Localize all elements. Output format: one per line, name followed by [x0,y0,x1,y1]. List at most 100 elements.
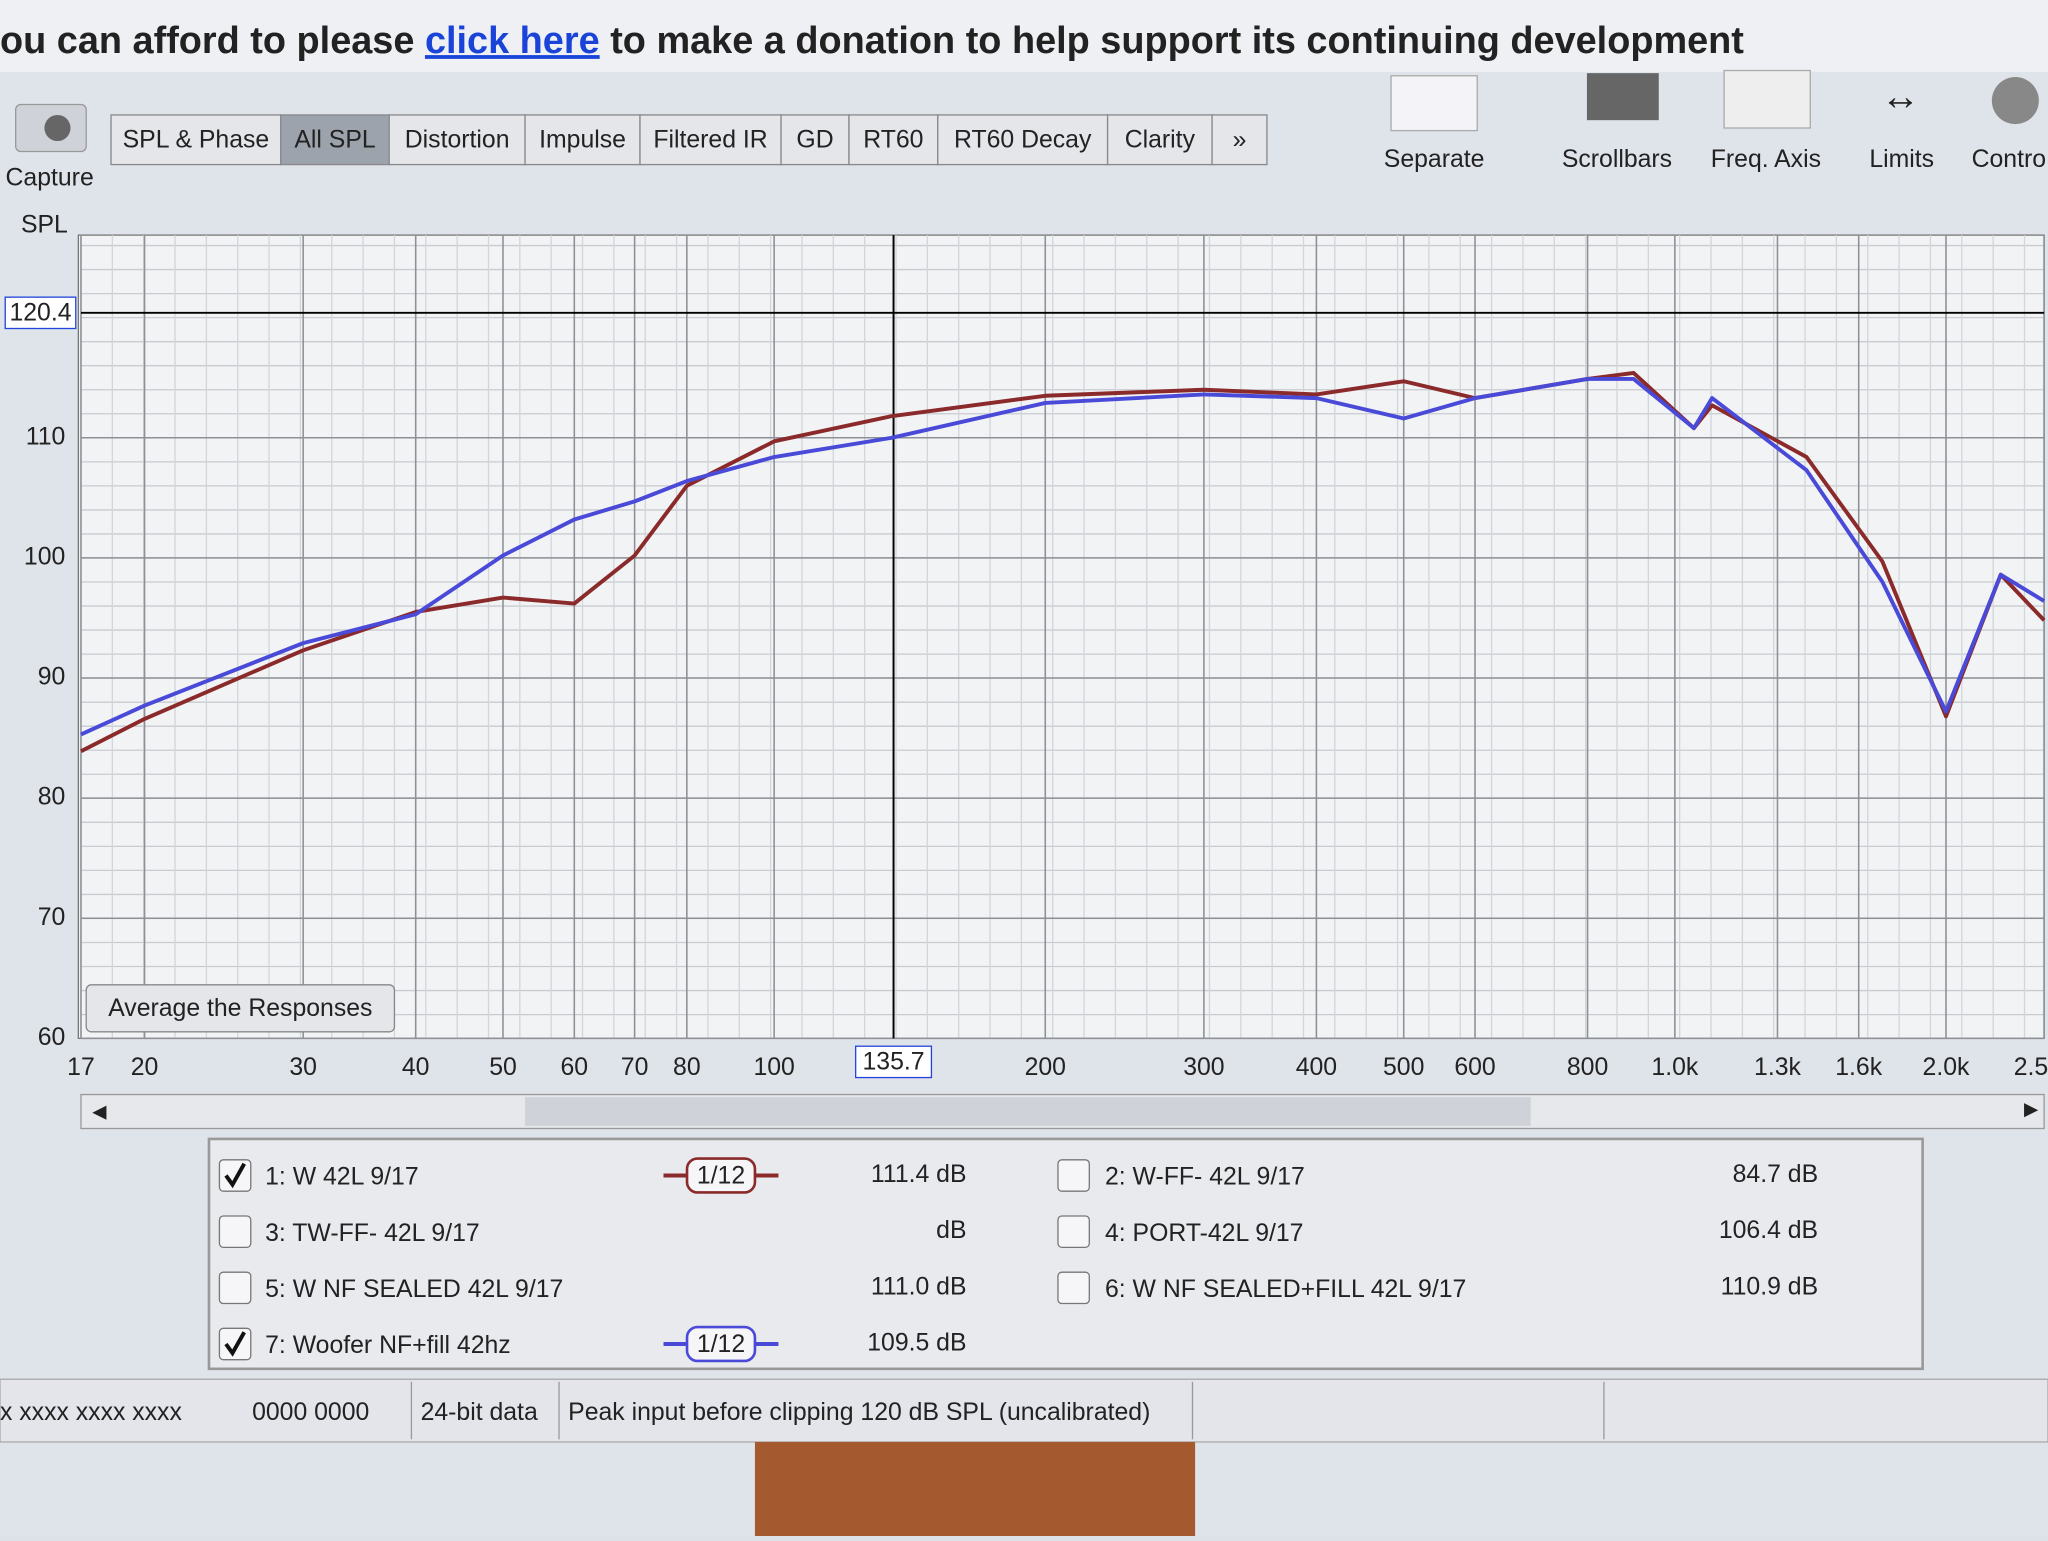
x-tick-label: 30 [289,1054,317,1081]
scrollbars-icon[interactable] [1586,73,1659,121]
tab-label[interactable]: All SPL [294,127,375,154]
status-text: Peak input before clipping 120 dB SPL (u… [568,1399,1150,1426]
checkbox[interactable] [218,1327,252,1361]
x-tick-label: 500 [1383,1054,1424,1081]
x-tick-label: 40 [402,1054,430,1081]
checkbox[interactable] [218,1159,252,1192]
tab-label[interactable]: Filtered IR [653,127,767,154]
tab-label[interactable]: » [1233,127,1247,154]
scroll-left[interactable]: ◀ [92,1101,106,1122]
smoothing-label[interactable]: 1/12 [697,1331,745,1358]
status: x xxxx xxxx xxxx 0000 0000 24-bit data Peak… [0,1381,1605,1440]
minor-grid [80,235,2045,1039]
legend-label: 4: PORT-42L 9/17 [1105,1220,1304,1247]
legend-label: 7: Woofer NF+fill 42hz [265,1332,511,1359]
tool-label[interactable]: Contro [1972,146,2046,173]
background-object [754,1441,1196,1536]
checkmark [224,1162,246,1189]
x-tick-label: 20 [131,1054,159,1081]
legend: 1: W 42L 9/17 111.4 dB 1/12 7: Woofer NF+fi… [218,1157,1818,1363]
x-tick-label: 2.57k [2014,1054,2048,1081]
tab[interactable] [110,114,282,166]
x-tick-label: 400 [1296,1054,1337,1081]
tab[interactable] [388,114,526,166]
y-axis-label: SPL [21,212,68,239]
controls-icon[interactable] [1991,77,2039,125]
legend-label: 2: W-FF- 42L 9/17 [1105,1164,1305,1191]
capture-label[interactable]: Capture [6,164,94,191]
checkbox[interactable] [1057,1159,1090,1192]
average-button-label[interactable]: Average the Responses [108,995,372,1022]
smoothing-label[interactable]: 1/12 [697,1162,745,1189]
tab[interactable] [848,114,939,166]
legend-label: 5: W NF SEALED 42L 9/17 [265,1276,563,1303]
y-tick-label: 70 [38,904,66,931]
legend-label: 6: W NF SEALED+FILL 42L 9/17 [1105,1276,1466,1303]
series-line [80,376,2046,737]
legend-reading: 110.9 dB [1721,1273,1818,1300]
tab-label[interactable]: GD [796,127,833,154]
donate-link[interactable]: click here [425,20,600,62]
y-tick-label: 110 [26,423,66,450]
chart: SPL 60 70 80 90 100 110 17 20 30 40 50 60 70 80 100 200 3… [4,212,2048,1081]
checkbox[interactable] [218,1215,252,1248]
tool-label[interactable]: Scrollbars [1562,146,1672,173]
y-tick-label: 90 [38,664,66,691]
status-text: 24-bit data [421,1399,538,1426]
y-tick-label: 80 [38,784,66,811]
tab[interactable] [937,114,1109,166]
x-tick-label: 600 [1454,1054,1495,1081]
status-bar [0,1378,2048,1443]
series-line [80,370,2046,754]
legend-label: 3: TW-FF- 42L 9/17 [265,1220,480,1247]
scroll-right[interactable]: ▶ [2024,1098,2038,1119]
x-tick-label: 800 [1567,1054,1608,1081]
tab-label[interactable]: SPL & Phase [123,127,270,154]
cursor-y-label: 120.4 [9,300,71,327]
banner-text: to make a donation to help support its c… [610,20,1744,62]
x-tick-label: 1.3k [1754,1054,1801,1081]
checkmark [224,1331,246,1357]
x-tick-label: 60 [561,1054,589,1081]
tab[interactable] [1211,114,1268,166]
freq-axis-icon[interactable] [1723,69,1811,129]
scroll-thumb[interactable] [525,1097,1531,1126]
tab-label[interactable]: RT60 Decay [954,127,1092,154]
x-tick-label: 50 [489,1054,517,1081]
cursor-box [4,296,77,330]
checkbox[interactable] [218,1271,252,1305]
tool-label[interactable]: Limits [1869,146,1934,173]
x-tick-label: 100 [753,1054,794,1081]
status-text: 0000 0000 [252,1399,369,1426]
legend-reading: 84.7 dB [1733,1161,1818,1188]
legend-reading: dB [936,1217,966,1244]
x-tick-label: 200 [1025,1054,1066,1081]
smoothing-badge[interactable] [685,1325,757,1363]
tab[interactable] [280,114,390,166]
legend-label: 1: W 42L 9/17 [265,1164,418,1191]
capture-icon [44,114,71,142]
tab-label[interactable]: Distortion [405,127,510,154]
separate-icon[interactable] [1390,75,1478,132]
legend-reading: 111.0 dB [871,1273,967,1300]
tool-label[interactable]: Freq. Axis [1711,146,1821,173]
checkbox[interactable] [1057,1271,1090,1305]
tab-label[interactable]: Impulse [539,127,626,154]
x-tick-label: 70 [621,1054,649,1081]
tab-label[interactable]: RT60 [863,127,923,154]
average-button[interactable] [85,984,396,1033]
limits-icon[interactable]: ↔ [1881,76,1920,119]
x-tick-label: 1.0k [1651,1054,1698,1081]
tool-label[interactable]: Separate [1384,146,1485,173]
legend-reading: 109.5 dB [867,1330,966,1357]
legend-reading: 106.4 dB [1719,1217,1818,1244]
checkbox[interactable] [1057,1215,1090,1248]
banner: ou can afford to please click here to ma… [0,20,1744,62]
tab-label[interactable]: Clarity [1125,127,1196,154]
smoothing-badge[interactable] [685,1157,757,1194]
tab[interactable] [780,114,850,166]
x-tick-label: 80 [673,1054,701,1081]
legend-reading: 111.4 dB [871,1161,967,1188]
